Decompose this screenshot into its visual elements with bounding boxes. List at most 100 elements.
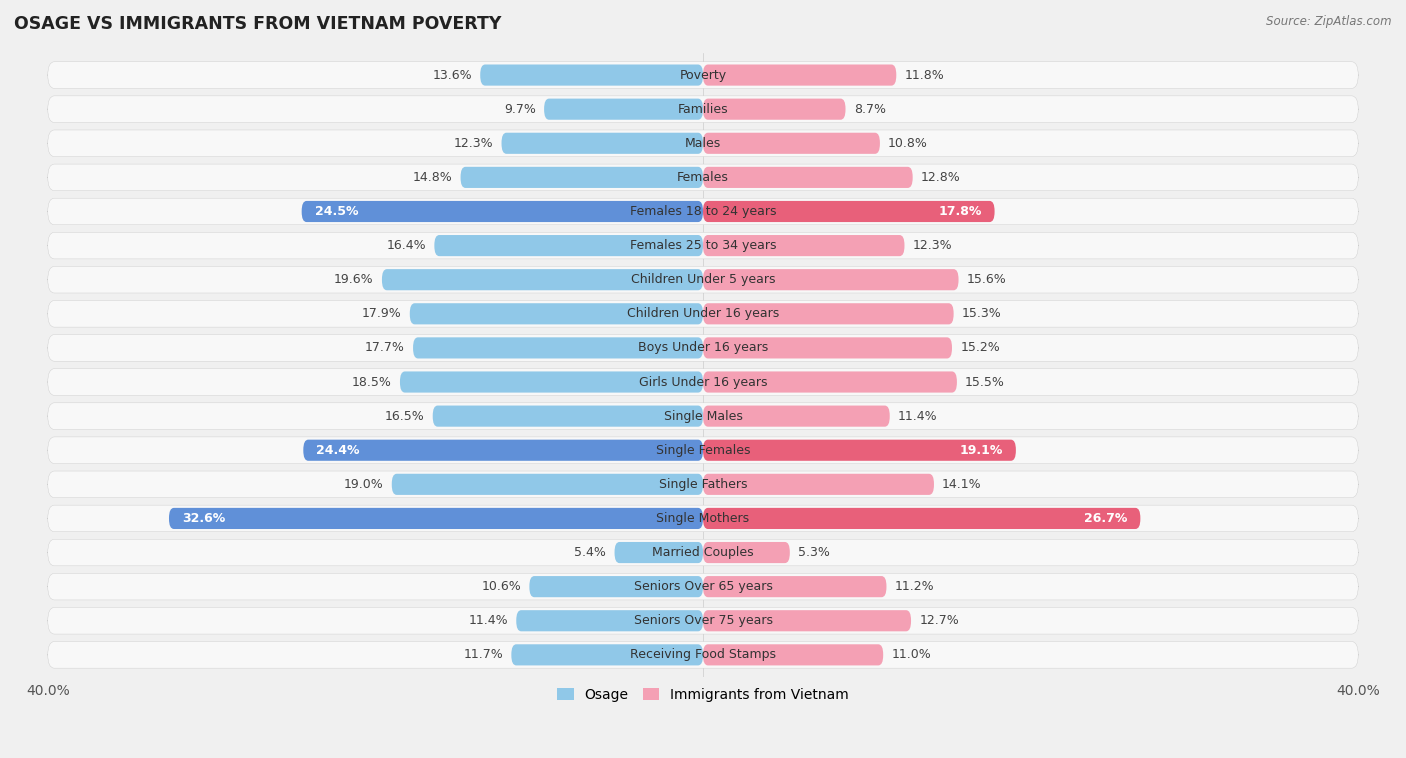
- FancyBboxPatch shape: [48, 437, 1358, 464]
- Text: 32.6%: 32.6%: [183, 512, 225, 525]
- Text: 10.8%: 10.8%: [889, 136, 928, 150]
- Text: 15.3%: 15.3%: [962, 307, 1001, 321]
- Text: 24.5%: 24.5%: [315, 205, 359, 218]
- FancyBboxPatch shape: [304, 440, 703, 461]
- Text: 17.8%: 17.8%: [938, 205, 981, 218]
- FancyBboxPatch shape: [703, 610, 911, 631]
- Text: 14.1%: 14.1%: [942, 478, 981, 491]
- FancyBboxPatch shape: [481, 64, 703, 86]
- Text: Females 25 to 34 years: Females 25 to 34 years: [630, 239, 776, 252]
- FancyBboxPatch shape: [48, 539, 1358, 565]
- FancyBboxPatch shape: [512, 644, 703, 666]
- Text: 11.4%: 11.4%: [468, 614, 508, 628]
- FancyBboxPatch shape: [434, 235, 703, 256]
- Text: Single Females: Single Females: [655, 443, 751, 457]
- FancyBboxPatch shape: [703, 474, 934, 495]
- Text: 8.7%: 8.7%: [853, 102, 886, 116]
- FancyBboxPatch shape: [703, 337, 952, 359]
- Text: Seniors Over 65 years: Seniors Over 65 years: [634, 580, 772, 594]
- Text: Boys Under 16 years: Boys Under 16 years: [638, 341, 768, 355]
- Text: Single Fathers: Single Fathers: [659, 478, 747, 491]
- Text: Children Under 5 years: Children Under 5 years: [631, 273, 775, 287]
- FancyBboxPatch shape: [703, 269, 959, 290]
- FancyBboxPatch shape: [703, 64, 896, 86]
- FancyBboxPatch shape: [703, 644, 883, 666]
- Text: 16.4%: 16.4%: [387, 239, 426, 252]
- FancyBboxPatch shape: [48, 300, 1358, 327]
- Text: OSAGE VS IMMIGRANTS FROM VIETNAM POVERTY: OSAGE VS IMMIGRANTS FROM VIETNAM POVERTY: [14, 15, 502, 33]
- FancyBboxPatch shape: [399, 371, 703, 393]
- Text: 18.5%: 18.5%: [352, 375, 392, 389]
- FancyBboxPatch shape: [48, 641, 1358, 668]
- FancyBboxPatch shape: [48, 198, 1358, 225]
- Text: 15.2%: 15.2%: [960, 341, 1000, 355]
- Text: 14.8%: 14.8%: [412, 171, 453, 184]
- Text: 12.3%: 12.3%: [454, 136, 494, 150]
- Text: 19.0%: 19.0%: [344, 478, 384, 491]
- FancyBboxPatch shape: [703, 542, 790, 563]
- FancyBboxPatch shape: [48, 471, 1358, 498]
- Text: Seniors Over 75 years: Seniors Over 75 years: [634, 614, 772, 628]
- Text: 19.6%: 19.6%: [335, 273, 374, 287]
- FancyBboxPatch shape: [48, 130, 1358, 157]
- FancyBboxPatch shape: [302, 201, 703, 222]
- FancyBboxPatch shape: [48, 96, 1358, 123]
- Text: 12.8%: 12.8%: [921, 171, 960, 184]
- FancyBboxPatch shape: [614, 542, 703, 563]
- FancyBboxPatch shape: [703, 201, 994, 222]
- FancyBboxPatch shape: [48, 607, 1358, 634]
- Text: 11.2%: 11.2%: [894, 580, 934, 594]
- FancyBboxPatch shape: [703, 371, 957, 393]
- FancyBboxPatch shape: [48, 368, 1358, 396]
- Text: 17.7%: 17.7%: [366, 341, 405, 355]
- FancyBboxPatch shape: [48, 232, 1358, 259]
- FancyBboxPatch shape: [703, 235, 904, 256]
- Text: 9.7%: 9.7%: [503, 102, 536, 116]
- Text: Children Under 16 years: Children Under 16 years: [627, 307, 779, 321]
- Text: 17.9%: 17.9%: [361, 307, 402, 321]
- Text: Males: Males: [685, 136, 721, 150]
- FancyBboxPatch shape: [703, 576, 886, 597]
- Text: Females 18 to 24 years: Females 18 to 24 years: [630, 205, 776, 218]
- FancyBboxPatch shape: [703, 133, 880, 154]
- FancyBboxPatch shape: [48, 61, 1358, 89]
- Text: 10.6%: 10.6%: [481, 580, 522, 594]
- FancyBboxPatch shape: [48, 164, 1358, 191]
- Text: 5.4%: 5.4%: [575, 546, 606, 559]
- Text: 11.4%: 11.4%: [898, 409, 938, 423]
- Text: 11.7%: 11.7%: [464, 648, 503, 662]
- FancyBboxPatch shape: [703, 406, 890, 427]
- FancyBboxPatch shape: [48, 573, 1358, 600]
- FancyBboxPatch shape: [409, 303, 703, 324]
- Text: 13.6%: 13.6%: [433, 68, 472, 82]
- Text: Families: Families: [678, 102, 728, 116]
- FancyBboxPatch shape: [703, 99, 845, 120]
- FancyBboxPatch shape: [48, 266, 1358, 293]
- Text: Poverty: Poverty: [679, 68, 727, 82]
- Text: 19.1%: 19.1%: [959, 443, 1002, 457]
- Text: 11.0%: 11.0%: [891, 648, 931, 662]
- FancyBboxPatch shape: [703, 440, 1017, 461]
- Text: 5.3%: 5.3%: [799, 546, 830, 559]
- FancyBboxPatch shape: [703, 508, 1140, 529]
- FancyBboxPatch shape: [502, 133, 703, 154]
- Text: 11.8%: 11.8%: [904, 68, 945, 82]
- FancyBboxPatch shape: [516, 610, 703, 631]
- Text: 24.4%: 24.4%: [316, 443, 360, 457]
- Text: Married Couples: Married Couples: [652, 546, 754, 559]
- FancyBboxPatch shape: [382, 269, 703, 290]
- Text: Single Males: Single Males: [664, 409, 742, 423]
- Text: 26.7%: 26.7%: [1084, 512, 1128, 525]
- FancyBboxPatch shape: [433, 406, 703, 427]
- Text: 12.3%: 12.3%: [912, 239, 952, 252]
- Legend: Osage, Immigrants from Vietnam: Osage, Immigrants from Vietnam: [551, 682, 855, 707]
- FancyBboxPatch shape: [48, 505, 1358, 531]
- FancyBboxPatch shape: [544, 99, 703, 120]
- Text: Source: ZipAtlas.com: Source: ZipAtlas.com: [1267, 15, 1392, 28]
- FancyBboxPatch shape: [413, 337, 703, 359]
- FancyBboxPatch shape: [392, 474, 703, 495]
- FancyBboxPatch shape: [461, 167, 703, 188]
- Text: Single Mothers: Single Mothers: [657, 512, 749, 525]
- Text: Girls Under 16 years: Girls Under 16 years: [638, 375, 768, 389]
- FancyBboxPatch shape: [169, 508, 703, 529]
